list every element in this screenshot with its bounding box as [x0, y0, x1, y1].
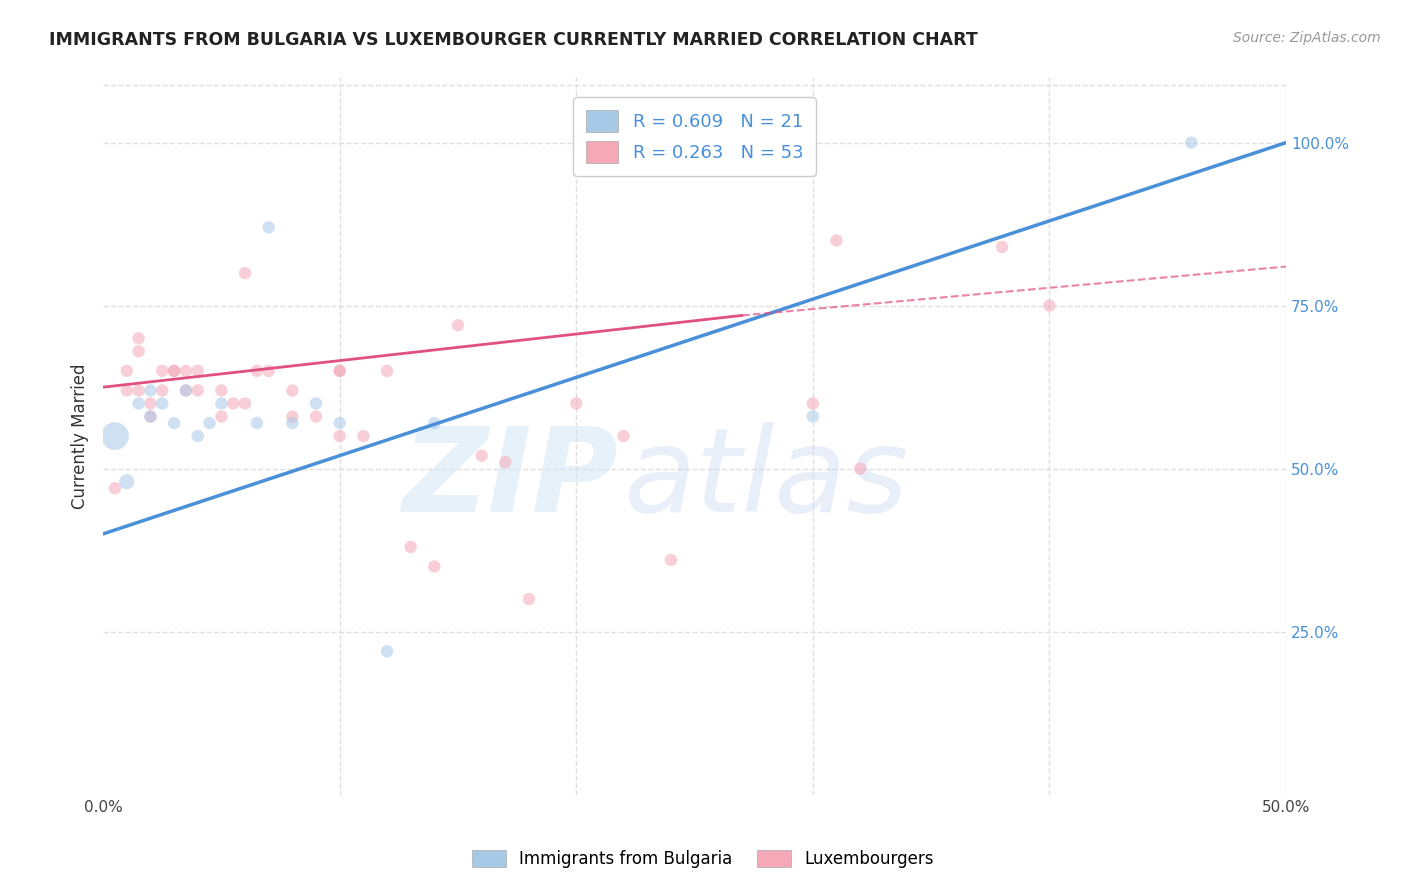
Point — [139, 384, 162, 398]
Point — [139, 409, 162, 424]
Text: atlas: atlas — [624, 422, 908, 536]
Point — [399, 540, 422, 554]
Point — [163, 364, 186, 378]
Point — [423, 416, 446, 430]
Point — [233, 396, 256, 410]
Point — [257, 220, 280, 235]
Point — [128, 331, 150, 345]
Point — [613, 429, 636, 443]
Point — [659, 553, 682, 567]
Point — [104, 481, 127, 495]
Point — [209, 409, 232, 424]
Point — [375, 644, 398, 658]
Point — [209, 396, 232, 410]
Point — [115, 475, 138, 489]
Text: IMMIGRANTS FROM BULGARIA VS LUXEMBOURGER CURRENTLY MARRIED CORRELATION CHART: IMMIGRANTS FROM BULGARIA VS LUXEMBOURGER… — [49, 31, 979, 49]
Point — [198, 416, 221, 430]
Text: Source: ZipAtlas.com: Source: ZipAtlas.com — [1233, 31, 1381, 45]
Point — [801, 396, 824, 410]
Point — [801, 409, 824, 424]
Point — [517, 592, 540, 607]
Point — [187, 384, 209, 398]
Point — [139, 396, 162, 410]
Point — [305, 409, 328, 424]
Point — [128, 344, 150, 359]
Point — [447, 318, 470, 333]
Y-axis label: Currently Married: Currently Married — [72, 363, 89, 508]
Text: ZIP: ZIP — [402, 422, 617, 537]
Point — [150, 384, 173, 398]
Point — [281, 384, 304, 398]
Point — [375, 364, 398, 378]
Point — [174, 384, 197, 398]
Point — [329, 429, 352, 443]
Point — [352, 429, 374, 443]
Point — [849, 461, 872, 475]
Point — [1180, 136, 1202, 150]
Point — [281, 416, 304, 430]
Point — [128, 384, 150, 398]
Legend: Immigrants from Bulgaria, Luxembourgers: Immigrants from Bulgaria, Luxembourgers — [465, 843, 941, 875]
Legend: R = 0.609   N = 21, R = 0.263   N = 53: R = 0.609 N = 21, R = 0.263 N = 53 — [574, 97, 815, 176]
Point — [329, 416, 352, 430]
Point — [150, 364, 173, 378]
Point — [104, 429, 127, 443]
Point — [1038, 299, 1060, 313]
Point — [246, 364, 269, 378]
Point — [257, 364, 280, 378]
Point — [991, 240, 1014, 254]
Point — [471, 449, 494, 463]
Point — [825, 234, 848, 248]
Point — [329, 364, 352, 378]
Point — [222, 396, 245, 410]
Point — [174, 364, 197, 378]
Point — [174, 384, 197, 398]
Point — [423, 559, 446, 574]
Point — [128, 396, 150, 410]
Point — [139, 409, 162, 424]
Point — [565, 396, 588, 410]
Point — [115, 364, 138, 378]
Point — [494, 455, 516, 469]
Point — [281, 409, 304, 424]
Point — [305, 396, 328, 410]
Point — [150, 396, 173, 410]
Point — [115, 384, 138, 398]
Point — [233, 266, 256, 280]
Point — [329, 364, 352, 378]
Point — [163, 416, 186, 430]
Point — [163, 364, 186, 378]
Point — [246, 416, 269, 430]
Point — [187, 429, 209, 443]
Point — [187, 364, 209, 378]
Point — [209, 384, 232, 398]
